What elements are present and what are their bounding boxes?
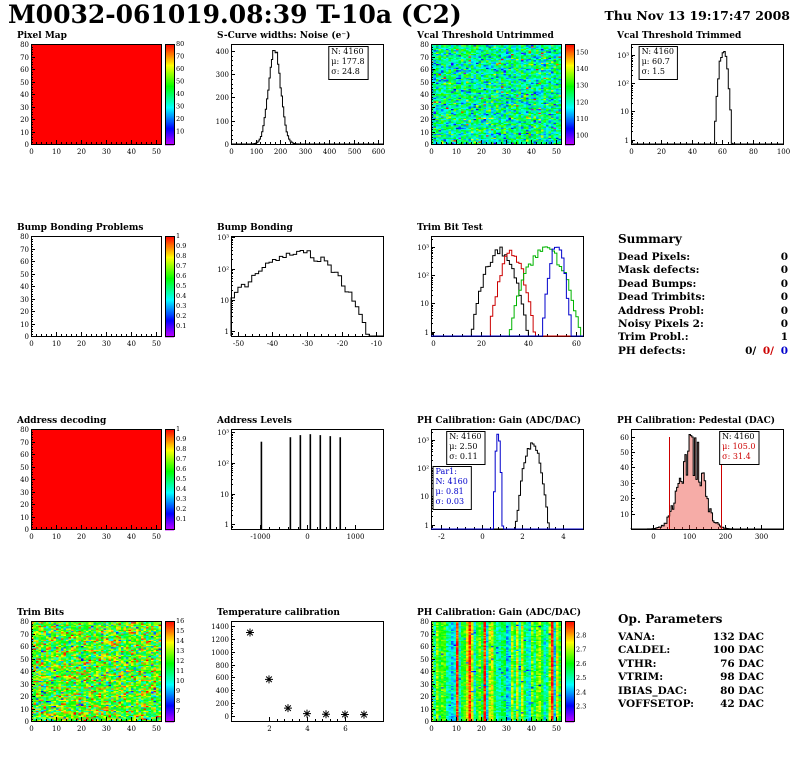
- summary-value: 0: [780, 291, 788, 304]
- summary-value: 0: [780, 318, 788, 331]
- vcal-threshold-trimmed-chart: [604, 28, 796, 168]
- ph-calibration-gain-hist-chart: [404, 413, 600, 553]
- summary-label: PH defects:: [618, 344, 686, 357]
- summary-row-mask-defects: Mask defects: 0: [618, 264, 788, 277]
- ph-defects-blue: 0: [780, 344, 788, 357]
- op-row-caldel: CALDEL: 100 DAC: [618, 644, 764, 657]
- trim-bit-test-chart: [404, 220, 600, 360]
- op-value: 80 DAC: [720, 684, 764, 697]
- op-value: 100 DAC: [712, 644, 764, 657]
- op-value: 76 DAC: [720, 657, 764, 670]
- op-row-vthr: VTHR: 76 DAC: [618, 658, 764, 671]
- bump-bonding-problems-chart: [4, 220, 200, 360]
- summary-value: 0: [780, 251, 788, 263]
- summary-label: Noisy Pixels 2:: [618, 318, 704, 331]
- op-value: 132 DAC: [712, 631, 764, 643]
- summary-row-address-probl: Address Probl: 0: [618, 305, 788, 318]
- ph-calibration-pedestal-chart: [604, 413, 796, 553]
- vcal-threshold-untrimmed-chart: [404, 28, 600, 168]
- summary-row-trim-probl: Trim Probl.: 1: [618, 331, 788, 344]
- temperature-calibration-chart: [204, 605, 400, 745]
- op-row-ibias: IBIAS_DAC: 80 DAC: [618, 685, 764, 698]
- ph-defects-black: 0/: [745, 344, 757, 357]
- page-title: M0032-061019.08:39 T-10a (C2): [8, 0, 462, 29]
- summary-label: Dead Bumps:: [618, 277, 697, 290]
- op-row-vtrim: VTRIM: 98 DAC: [618, 671, 764, 684]
- address-levels-chart: [204, 413, 400, 553]
- trim-bits-map-chart: [4, 605, 200, 745]
- summary-title: Summary: [618, 232, 682, 246]
- op-label: VOFFSETOP:: [618, 698, 694, 711]
- op-label: VANA:: [618, 631, 656, 643]
- op-row-voffsetop: VOFFSETOP: 42 DAC: [618, 698, 764, 711]
- pixel-map-chart: [4, 28, 200, 168]
- summary-row-dead-pixels: Dead Pixels: 0: [618, 251, 788, 264]
- summary-value: 0: [780, 277, 788, 290]
- summary-label: Dead Trimbits:: [618, 291, 706, 304]
- op-label: VTRIM:: [618, 671, 664, 684]
- op-parameters-panel: Op. Parameters VANA: 132 DAC CALDEL: 100…: [618, 612, 764, 711]
- summary-value: 1: [780, 331, 788, 344]
- summary-label: Trim Probl.:: [618, 331, 689, 344]
- summary-panel: Summary Dead Pixels: 0 Mask defects: 0 D…: [618, 232, 788, 358]
- scurve-noise-chart: [204, 28, 400, 168]
- bump-bonding-chart: [204, 220, 400, 360]
- op-label: CALDEL:: [618, 644, 671, 657]
- ph-calibration-gain-map-chart: [404, 605, 600, 745]
- summary-row-dead-trimbits: Dead Trimbits: 0: [618, 291, 788, 304]
- op-parameters-title: Op. Parameters: [618, 612, 723, 626]
- op-label: VTHR:: [618, 657, 657, 670]
- summary-row-ph-defects: PH defects: 0/ 0/ 0: [618, 345, 788, 358]
- report-date: Thu Nov 13 19:17:47 2008: [604, 8, 790, 23]
- summary-row-noisy-pixels: Noisy Pixels 2: 0: [618, 318, 788, 331]
- summary-label: Mask defects:: [618, 264, 700, 277]
- op-row-vana: VANA: 132 DAC: [618, 631, 764, 644]
- summary-value: 0: [780, 304, 788, 317]
- summary-label: Address Probl:: [618, 304, 705, 317]
- summary-value: 0: [780, 264, 788, 277]
- summary-row-dead-bumps: Dead Bumps: 0: [618, 278, 788, 291]
- ph-defects-red: 0/: [762, 344, 775, 357]
- summary-label: Dead Pixels:: [618, 251, 691, 263]
- address-decoding-chart: [4, 413, 200, 553]
- op-value: 98 DAC: [720, 671, 764, 684]
- ph-defects-values: 0/ 0/ 0: [742, 345, 788, 358]
- op-label: IBIAS_DAC:: [618, 684, 688, 697]
- op-value: 42 DAC: [720, 698, 764, 711]
